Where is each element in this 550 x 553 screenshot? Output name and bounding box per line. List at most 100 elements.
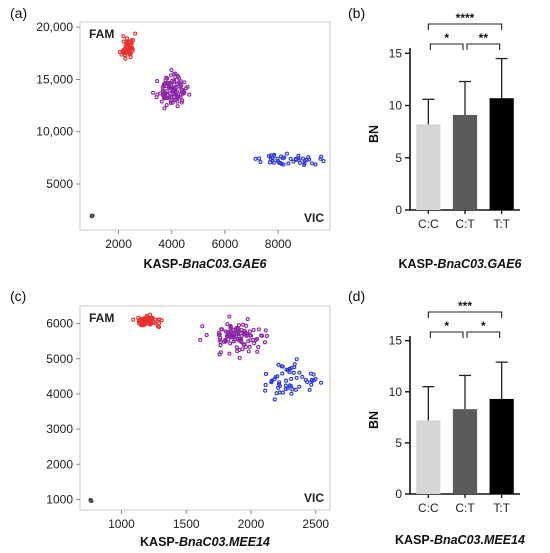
significance-label: * <box>481 319 486 333</box>
vic-point <box>297 160 303 165</box>
het-point <box>163 90 168 96</box>
het-point <box>175 99 180 104</box>
fam-point <box>150 315 155 320</box>
vic-point <box>289 376 294 382</box>
het-point <box>155 79 160 84</box>
het-point <box>228 323 233 329</box>
het-point <box>158 91 163 96</box>
vic-point <box>291 370 296 375</box>
het-point <box>159 99 164 104</box>
het-point <box>244 333 249 338</box>
vic-point <box>309 378 314 383</box>
significance-bracket <box>429 43 464 50</box>
het-point <box>227 314 232 319</box>
fam-point <box>157 321 162 326</box>
het-point <box>218 350 223 355</box>
het-point <box>184 86 189 91</box>
het-point <box>167 91 172 96</box>
vic-point <box>307 387 312 392</box>
bar-tt <box>489 398 514 494</box>
vic-point <box>277 390 282 395</box>
het-point <box>238 336 243 341</box>
x-tick-label: 1500 <box>173 517 200 531</box>
x-tick-label: C:C <box>418 217 439 231</box>
fam-point <box>156 325 162 330</box>
significance-label: *** <box>458 299 472 313</box>
het-point <box>161 84 166 89</box>
x-axis-title-prefix: KASP- <box>144 257 183 271</box>
fam-point <box>133 31 138 36</box>
vic-point <box>257 156 262 161</box>
x-axis-title-marker: BnaC03.GAE6 <box>182 257 267 271</box>
het-point <box>219 327 224 332</box>
het-point <box>225 330 230 335</box>
het-point <box>241 342 246 347</box>
plot-frame <box>79 21 331 231</box>
significance-bracket <box>466 331 501 338</box>
y-tick-label: 15,000 <box>36 72 73 86</box>
vic-point <box>258 159 263 165</box>
vic-point <box>313 162 318 167</box>
het-point <box>225 322 230 327</box>
vic-point <box>275 156 280 161</box>
het-point <box>217 337 222 342</box>
het-point <box>260 333 265 338</box>
y-tick-label: 4000 <box>46 387 73 401</box>
het-point <box>173 71 178 76</box>
het-point <box>263 328 268 333</box>
het-point <box>256 345 261 350</box>
het-point <box>217 332 222 337</box>
y-tick-label: 10 <box>389 385 403 399</box>
vic-point <box>263 382 268 388</box>
x-axis-title-marker: BnaC03.MEE14 <box>179 535 270 549</box>
het-point <box>179 100 184 105</box>
y-tick-label: 20,000 <box>36 20 73 34</box>
vic-label: VIC <box>304 211 324 225</box>
het-point <box>256 327 261 332</box>
het-point <box>255 349 260 354</box>
fam-label: FAM <box>89 27 114 41</box>
vic-point <box>297 384 302 389</box>
y-tick-label: 0 <box>395 487 402 501</box>
het-point <box>187 92 192 97</box>
vic-point <box>281 162 286 167</box>
y-tick-label: 5 <box>395 436 402 450</box>
fam-point <box>131 317 136 322</box>
vic-point <box>253 156 258 161</box>
x-axis-title-prefix: KASP- <box>395 533 434 547</box>
het-point <box>241 322 246 327</box>
het-point <box>236 323 242 328</box>
fam-point <box>130 38 136 43</box>
y-axis-title: BN <box>367 411 381 429</box>
y-tick-label: 6000 <box>46 317 73 331</box>
y-tick-label: 10,000 <box>36 125 73 139</box>
het-point <box>165 76 170 81</box>
het-point <box>253 337 258 342</box>
fam-point <box>144 313 149 319</box>
het-point <box>226 337 231 342</box>
significance-bracket <box>429 331 464 338</box>
panel-label: (c) <box>10 288 26 304</box>
significance-bracket <box>427 23 503 30</box>
fam-point <box>124 41 129 46</box>
het-point <box>180 98 185 103</box>
x-tick-label: T:T <box>493 501 510 515</box>
het-point <box>241 331 246 336</box>
vic-label: VIC <box>304 491 324 505</box>
y-tick-label: 5000 <box>46 352 73 366</box>
x-axis-title-marker: BnaC03.GAE6 <box>437 257 522 271</box>
vic-point <box>280 371 285 376</box>
y-tick-label: 3000 <box>46 422 73 436</box>
y-axis-title: BN <box>367 125 381 143</box>
significance-label: * <box>444 31 449 45</box>
fam-point <box>148 312 153 317</box>
vic-point <box>279 364 284 369</box>
y-tick-label: 5 <box>395 151 402 165</box>
het-point <box>234 345 239 350</box>
het-point <box>264 333 269 339</box>
het-point <box>247 344 252 349</box>
bar-cc <box>416 420 441 494</box>
y-tick-label: 15 <box>389 46 403 60</box>
vic-point <box>305 379 310 385</box>
